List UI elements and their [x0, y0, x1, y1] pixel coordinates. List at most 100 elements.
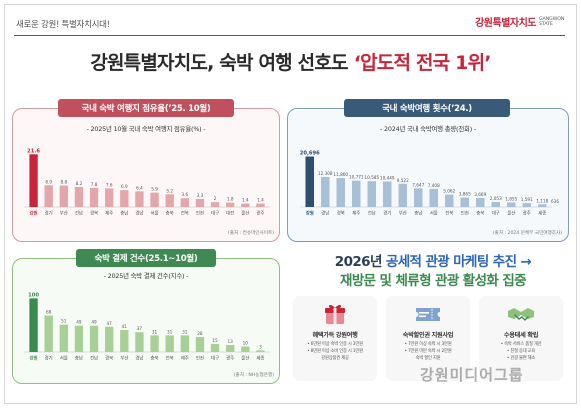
bar-부산	[120, 330, 129, 352]
category-label: 울산	[507, 210, 515, 217]
category-label: 대구	[492, 210, 500, 217]
bar-울산	[241, 203, 250, 207]
promo-card-line: • 6만원 이상 숙박 인증 시 3만원	[307, 342, 363, 347]
promo-card-title: 혜택가득 강원여행	[312, 332, 358, 339]
value-label: 3.6	[181, 192, 188, 197]
category-label: 부산	[399, 210, 407, 217]
handshake-icon	[508, 308, 534, 321]
promo-title-line1: 2026년 공세적 관광 마케팅 추진 →	[288, 250, 578, 270]
bar-인천	[460, 197, 470, 207]
value-label: 5,062	[443, 189, 455, 194]
bar-대구	[210, 343, 220, 352]
value-label: 15	[212, 338, 218, 343]
category-label: 강원	[30, 355, 38, 362]
bar-인천	[195, 198, 205, 207]
category-label: 경남	[321, 210, 329, 217]
trips-subtitle: - 2024년 국내 숙박여행 총량(천회) -	[380, 125, 476, 133]
tagline: 새로운 강원! 특별자치시대!	[16, 20, 110, 30]
promo-card-line: • 7만원 이상 숙박 시 3만원	[404, 342, 452, 347]
value-label: 1.4	[242, 198, 249, 203]
category-label: 제주	[352, 210, 360, 217]
bar-경기	[382, 181, 392, 207]
category-label: 전남	[90, 355, 98, 362]
category-label: 광주	[256, 210, 264, 217]
promo-card-line: • 친절 응대 교육	[506, 349, 536, 354]
category-label: 전북	[166, 355, 174, 362]
value-label: 11,860	[333, 172, 348, 177]
value-label: 2	[214, 196, 217, 201]
category-label: 전남	[75, 210, 83, 217]
bar-전북	[444, 194, 454, 207]
promo-focus: 재방문 및 체류형 관광 활성화 집중	[340, 273, 527, 289]
value-label: 10	[243, 341, 249, 346]
bar-충남	[74, 325, 84, 352]
promo-card-title: 숙박할인권 지원사업	[402, 332, 454, 339]
category-label: 충남	[120, 210, 128, 217]
value-label: 31	[167, 329, 173, 334]
bar-충북	[165, 194, 174, 207]
value-label: 41	[122, 324, 128, 329]
promo-card-line: • 관광 불편 해소	[506, 356, 536, 361]
bar-서울	[59, 324, 68, 352]
category-label: 대전	[226, 210, 234, 217]
value-label: 20,696	[300, 151, 320, 157]
value-label: 2,053	[490, 196, 502, 201]
bar-세종	[537, 204, 547, 207]
category-label: 울산	[241, 355, 249, 362]
value-label: 8.9	[45, 179, 52, 184]
bar-충남	[413, 188, 423, 207]
bar-광주	[226, 345, 235, 352]
category-label: 서울	[151, 210, 159, 217]
payments-source: (출처 : NH농협은행)	[233, 373, 274, 378]
value-label: 1,118	[536, 198, 548, 203]
promo-strategy: 공세적 관광 마케팅 추진 →	[385, 254, 532, 270]
bar-강원	[305, 156, 315, 207]
category-label: 경남	[135, 355, 143, 362]
category-label: 경기	[383, 210, 391, 217]
promo-card-hospitality: 수용태세 확립 • 숙박 서비스 품질 개선 • 친절 응대 교육 • 관광 불…	[479, 296, 563, 381]
category-label: 제주	[181, 355, 189, 362]
bar-전남	[89, 325, 99, 352]
category-label: 경남	[135, 210, 143, 217]
value-label: 1,855	[505, 196, 517, 201]
bar-경기	[44, 315, 53, 352]
value-label: 7,647	[412, 182, 424, 187]
category-label: 충남	[414, 210, 422, 217]
value-label: 31	[182, 329, 188, 334]
category-label: 전북	[181, 210, 189, 217]
bar-경북	[105, 326, 114, 352]
category-label: 광주	[226, 355, 234, 362]
value-label: 37	[137, 326, 143, 331]
value-label: 1,591	[521, 197, 533, 202]
category-label: 인천	[461, 210, 469, 217]
bar-전남	[367, 181, 377, 207]
value-label: 7.8	[91, 182, 98, 187]
bar-강원	[29, 154, 38, 207]
payments-panel-tag: 숙박 결제 건수(25.1~10월)	[76, 249, 216, 267]
bar-대구	[491, 201, 501, 207]
category-label: 세종	[538, 210, 546, 217]
bar-경남	[135, 191, 144, 207]
bar-대구	[210, 202, 220, 207]
promo-title-line2: 재방문 및 체류형 관광 활성화 집중	[288, 269, 578, 289]
value-label: 1.8	[227, 197, 234, 202]
value-label: 12,308	[318, 171, 333, 176]
value-label: 10,771	[349, 175, 364, 180]
trailing-value-label: 636	[551, 199, 559, 204]
payments-bar-chart: 100 강원 68 경기 51 서울 49 충남 49 전남 47 경북 41 부산 37 경남 31 충북 31 전…	[24, 292, 270, 362]
bar-부산	[398, 183, 408, 207]
logo: 강원특별자치도 GANGWON STATE	[475, 14, 567, 30]
category-label: 광주	[523, 210, 531, 217]
value-label: 28	[197, 331, 203, 336]
value-label: 13	[228, 339, 234, 344]
value-label: 100	[28, 292, 39, 298]
value-label: 5.2	[166, 188, 173, 193]
bar-경남	[135, 332, 144, 352]
category-label: 부산	[60, 210, 68, 217]
bar-경북	[336, 178, 346, 207]
bar-광주	[522, 203, 532, 207]
value-label: 10,585	[364, 175, 379, 180]
category-label: 인천	[196, 210, 204, 217]
bar-강원	[29, 298, 38, 352]
logo-text: 강원특별자치도	[475, 18, 536, 29]
